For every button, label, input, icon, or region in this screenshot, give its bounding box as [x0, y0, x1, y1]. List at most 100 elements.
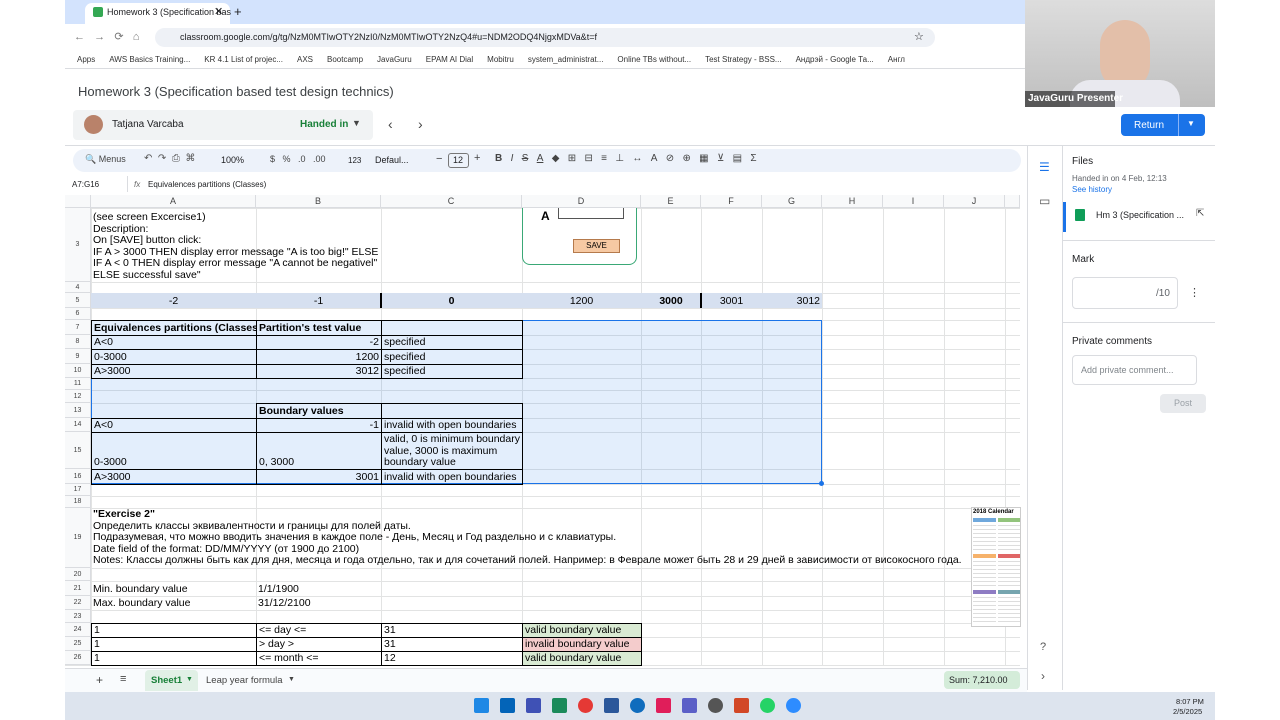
zoom[interactable]: 100%	[221, 155, 245, 165]
form-input	[558, 208, 624, 219]
url[interactable]: classroom.google.com/g/tg/NzM0MTIwOTY2Nz…	[180, 32, 597, 42]
calendar-month	[973, 590, 996, 623]
post-label[interactable]: Post	[1174, 398, 1193, 408]
tab-menu[interactable]: ▼	[186, 676, 193, 683]
clock-time: 8:07 PM	[1176, 697, 1204, 706]
bookmark-star[interactable]: ☆	[914, 31, 924, 43]
font-size[interactable]: 12	[453, 155, 464, 165]
post-button[interactable]	[1160, 394, 1206, 413]
row-header: 22	[65, 596, 91, 610]
bookmark[interactable]: system_administrat...	[527, 55, 604, 64]
bookmark[interactable]: Mobitru	[487, 55, 514, 64]
app-icon[interactable]	[604, 698, 619, 713]
row-header: 6	[65, 308, 91, 320]
toolbar-icons[interactable]: ↶ ↷ ⎙ ⌘	[144, 153, 196, 164]
mark-menu[interactable]: ⋮	[1189, 287, 1200, 299]
bookmark[interactable]: Online TBs without...	[617, 55, 692, 64]
bookmark[interactable]: Андрэй - Google Та...	[795, 55, 874, 64]
format-icons[interactable]: $ % .0 .00	[270, 154, 326, 164]
menus-label[interactable]: Menus	[98, 154, 126, 164]
cell-text: 1200	[355, 350, 379, 363]
video-label: JavaGuru Presenter	[1028, 93, 1124, 104]
cell: Max. boundary value	[91, 596, 192, 610]
decrease-size[interactable]: −	[436, 153, 443, 165]
form-button[interactable]: SAVE	[573, 239, 620, 253]
row-header: 11	[65, 378, 91, 390]
add-sheet[interactable]: +	[96, 673, 104, 687]
dropdown-arrow[interactable]: ▼	[352, 118, 361, 128]
bookmark[interactable]: Test Strategy - BSS...	[705, 55, 782, 64]
cell-text: invalid with open boundaries	[384, 418, 517, 431]
return-button[interactable]	[1121, 114, 1205, 136]
app-icon[interactable]	[500, 698, 515, 713]
increase-size[interactable]: +	[474, 152, 481, 164]
open-external[interactable]: ⇱	[1196, 208, 1205, 219]
student-name[interactable]: Tatjana Varcaba	[112, 119, 184, 130]
app-icon[interactable]	[656, 698, 671, 713]
mark-input[interactable]	[1072, 277, 1178, 309]
bookmark[interactable]: EPAM AI Dial	[425, 55, 474, 64]
app-icon[interactable]	[682, 698, 697, 713]
comment-placeholder[interactable]: Add private comment...	[1081, 365, 1174, 375]
see-history[interactable]: See history	[1072, 185, 1113, 194]
cell: 31	[381, 623, 523, 638]
active-sheet-tab[interactable]	[145, 670, 198, 691]
help-icon[interactable]: ?	[1040, 641, 1047, 653]
sheet-tab[interactable]: Leap year formula	[206, 675, 283, 686]
font-size-box[interactable]	[448, 153, 469, 168]
cell-text: -2	[369, 335, 379, 348]
app-icon[interactable]	[630, 698, 645, 713]
app-icon[interactable]	[474, 698, 489, 713]
next-student[interactable]: ›	[418, 116, 423, 132]
sum-pill[interactable]	[944, 671, 1020, 689]
file-name[interactable]: Hm 3 (Specification ...	[1096, 210, 1185, 220]
nav-buttons[interactable]: ← → ⟳ ⌂	[74, 31, 140, 43]
bookmark[interactable]: Англ	[887, 55, 905, 64]
column-header: F	[701, 195, 762, 208]
font-family[interactable]: Defaul...	[375, 155, 409, 165]
student-selector[interactable]	[73, 110, 373, 140]
column-header: H	[822, 195, 883, 208]
row-header: 15	[65, 432, 91, 469]
number-format[interactable]: 123	[348, 156, 362, 165]
style-icons[interactable]: B I S A ◆ ⊞ ⊟ ≡ ⊥ ↔ A ⊘ ⊕ ▦ ⊻ ▤ Σ	[495, 153, 757, 164]
new-tab[interactable]: +	[234, 4, 242, 19]
tab-menu[interactable]: ▼	[288, 676, 295, 683]
files-tab-icon[interactable]: ☰	[1039, 160, 1050, 174]
return-label[interactable]: Return	[1134, 120, 1165, 131]
sheet-tab[interactable]: Sheet1	[151, 675, 183, 686]
sum[interactable]: Sum: 7,210.00	[949, 675, 1008, 685]
cell: A<0	[91, 335, 257, 350]
app-icon[interactable]	[552, 698, 567, 713]
app-icon[interactable]	[760, 698, 775, 713]
tab-close[interactable]: ✕	[214, 6, 224, 18]
tab-title[interactable]: Homework 3 (Specification bas	[107, 7, 232, 17]
cell-reference[interactable]: A7:G16	[72, 180, 100, 189]
tab[interactable]	[85, 3, 230, 24]
all-sheets[interactable]: ≡	[120, 673, 127, 685]
app-icon[interactable]	[708, 698, 723, 713]
cell-text: A<0	[94, 335, 113, 348]
app-icon[interactable]	[526, 698, 541, 713]
bookmark[interactable]: AXS	[297, 55, 314, 64]
app-icon[interactable]	[786, 698, 801, 713]
comments-tab-icon[interactable]: ▭	[1039, 194, 1051, 208]
formula-content[interactable]: Equivalences partitions (Classes)	[148, 180, 267, 189]
row-header: 16	[65, 469, 91, 484]
bookmark[interactable]: Bootcamp	[327, 55, 364, 64]
app-icon[interactable]	[578, 698, 593, 713]
comment-input[interactable]	[1072, 355, 1197, 385]
bookmark[interactable]: JavaGuru	[377, 55, 412, 64]
prev-student[interactable]: ‹	[388, 116, 393, 132]
bookmark[interactable]: KR 4.1 List of projec...	[204, 55, 283, 64]
address-field[interactable]	[155, 28, 935, 47]
return-menu[interactable]: ▼	[1187, 119, 1195, 128]
cell: specified	[381, 364, 523, 379]
cell: 3001	[701, 293, 762, 308]
menus-button[interactable]: 🔍 Menus	[85, 154, 126, 164]
bookmark[interactable]: Apps	[77, 55, 96, 64]
collapse-icon[interactable]: ›	[1041, 669, 1045, 683]
app-icon[interactable]	[734, 698, 749, 713]
bookmark[interactable]: AWS Basics Training...	[109, 55, 191, 64]
